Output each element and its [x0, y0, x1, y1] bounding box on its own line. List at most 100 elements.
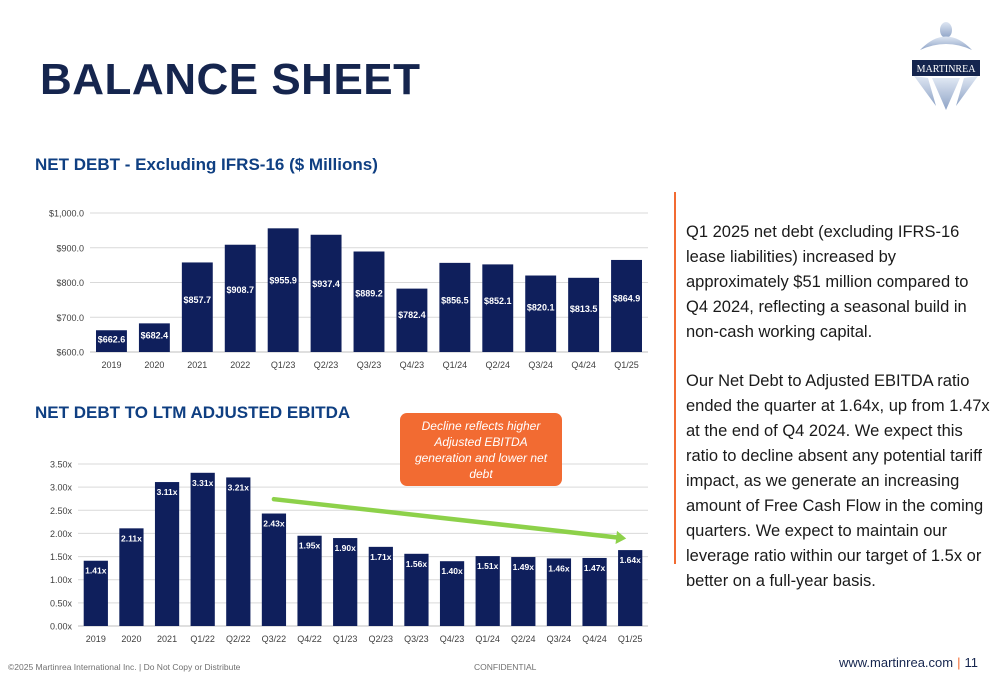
footer-separator: | — [957, 655, 961, 670]
data-label: 1.51x — [477, 561, 499, 571]
data-label: $662.6 — [98, 334, 126, 344]
data-label: $908.7 — [226, 285, 254, 295]
bar — [482, 264, 514, 352]
x-tick-label: Q1/24 — [475, 634, 500, 644]
data-label: 1.90x — [335, 543, 357, 553]
y-tick-label: $900.0 — [56, 243, 84, 253]
data-label: $864.9 — [613, 294, 641, 304]
commentary-text: Q1 2025 net debt (excluding IFRS-16 leas… — [686, 220, 991, 618]
bar — [404, 553, 429, 626]
x-tick-label: 2019 — [86, 634, 106, 644]
trend-callout: Decline reflects higher Adjusted EBITDA … — [400, 413, 562, 486]
bar — [396, 288, 428, 352]
data-label: 1.56x — [406, 559, 428, 569]
data-label: 1.95x — [299, 541, 321, 551]
data-label: 2.43x — [263, 519, 285, 529]
martinrea-logo: MARTINREA — [912, 22, 980, 110]
bar — [439, 262, 471, 352]
bar — [181, 262, 213, 352]
data-label: 1.46x — [548, 563, 570, 573]
data-label: $856.5 — [441, 295, 469, 305]
data-label: 1.71x — [370, 552, 392, 562]
page-title: BALANCE SHEET — [40, 55, 421, 104]
x-tick-label: Q4/23 — [400, 360, 425, 370]
data-label: 1.40x — [441, 566, 463, 576]
y-tick-label: 2.50x — [50, 506, 73, 516]
trend-arrow-shaft — [271, 496, 619, 540]
x-tick-label: Q2/23 — [314, 360, 339, 370]
x-tick-label: Q3/22 — [262, 634, 287, 644]
y-tick-label: 2.00x — [50, 529, 73, 539]
x-tick-label: 2021 — [187, 360, 207, 370]
bar — [546, 558, 572, 626]
y-tick-label: 1.50x — [50, 552, 73, 562]
bar — [138, 323, 170, 352]
data-label: 1.41x — [85, 566, 107, 576]
commentary-paragraph-1: Q1 2025 net debt (excluding IFRS-16 leas… — [686, 223, 969, 341]
bar — [310, 234, 342, 352]
page-number: 11 — [964, 655, 979, 670]
y-tick-label: 3.00x — [50, 483, 73, 493]
bar — [611, 259, 642, 352]
x-tick-label: Q4/24 — [571, 360, 596, 370]
y-tick-label: $600.0 — [56, 348, 84, 358]
data-label: $857.7 — [184, 295, 212, 305]
leverage-chart: 0.00x 0.50x 1.00x 1.50x 2.00x 2.50x 3.00x 3.50x… — [50, 460, 648, 644]
net-debt-chart-title: NET DEBT - Excluding IFRS-16 ($ Millions… — [35, 155, 378, 174]
x-tick-label: Q4/23 — [440, 634, 465, 644]
bar — [224, 244, 256, 352]
x-tick-label: 2019 — [101, 360, 121, 370]
bar — [119, 528, 144, 626]
bar — [475, 556, 500, 626]
x-tick-label: Q1/23 — [271, 360, 296, 370]
x-tick-label: Q1/22 — [190, 634, 215, 644]
data-label: 1.49x — [513, 562, 535, 572]
x-tick-label: Q3/23 — [357, 360, 382, 370]
x-tick-label: Q3/23 — [404, 634, 429, 644]
x-tick-label: Q1/23 — [333, 634, 358, 644]
footer-right: www.martinrea.com | 11 — [839, 655, 978, 670]
x-tick-label: 2021 — [157, 634, 177, 644]
x-tick-label: Q1/25 — [614, 360, 639, 370]
x-tick-label: Q2/22 — [226, 634, 251, 644]
bar — [267, 228, 299, 352]
data-label: $889.2 — [355, 289, 383, 299]
x-tick-label: 2022 — [230, 360, 250, 370]
data-label: 1.64x — [620, 555, 642, 565]
x-tick-label: Q3/24 — [528, 360, 553, 370]
bar — [297, 535, 322, 626]
footer-copyright: ©2025 Martinrea International Inc. | Do … — [8, 662, 241, 672]
x-tick-label: Q2/24 — [511, 634, 536, 644]
data-label: $682.4 — [141, 330, 169, 340]
data-label: 3.21x — [228, 482, 250, 492]
y-tick-label: $1,000.0 — [49, 209, 84, 219]
bar — [190, 472, 215, 626]
x-tick-label: Q4/24 — [582, 634, 607, 644]
bar — [261, 513, 287, 626]
data-label: 3.11x — [157, 487, 178, 497]
x-tick-label: Q1/25 — [618, 634, 643, 644]
y-tick-label: $700.0 — [56, 313, 84, 323]
x-tick-label: 2020 — [144, 360, 164, 370]
x-tick-label: Q2/24 — [486, 360, 511, 370]
x-tick-label: Q2/23 — [369, 634, 394, 644]
y-tick-label: 1.00x — [50, 575, 73, 585]
y-tick-label: 0.50x — [50, 598, 73, 608]
data-label: $937.4 — [312, 279, 340, 289]
data-label: $955.9 — [269, 275, 297, 285]
bar — [96, 330, 127, 352]
data-label: 1.47x — [584, 563, 606, 573]
data-label: 2.11x — [121, 533, 142, 543]
logo-text: MARTINREA — [917, 64, 977, 75]
x-tick-label: Q4/22 — [297, 634, 322, 644]
bar — [568, 277, 600, 352]
x-tick-label: Q1/24 — [443, 360, 468, 370]
x-tick-label: 2020 — [121, 634, 141, 644]
trend-arrow-head — [615, 530, 627, 544]
website-link[interactable]: www.martinrea.com — [838, 655, 954, 670]
bar — [511, 557, 536, 626]
bar — [333, 538, 358, 626]
y-tick-label: $800.0 — [56, 278, 84, 288]
bar — [368, 546, 393, 626]
data-label: 3.31x — [192, 478, 214, 488]
